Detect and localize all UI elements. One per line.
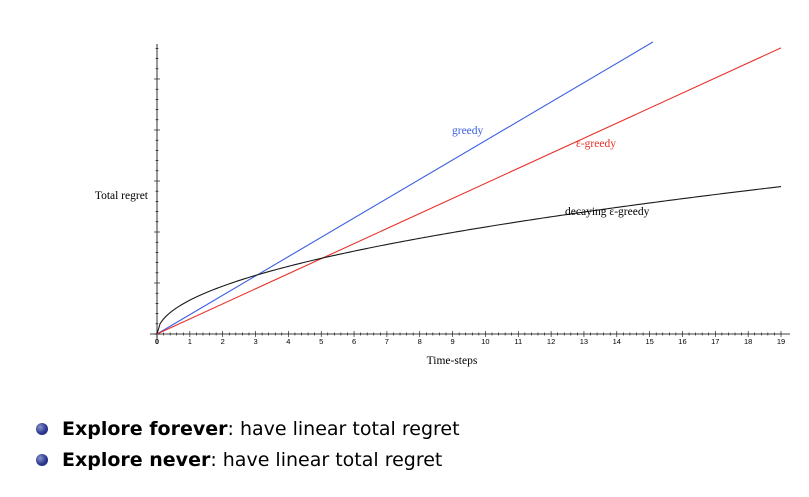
bullet-icon — [36, 454, 48, 466]
x-tick-label: 4 — [286, 337, 290, 346]
series-label-greedy: greedy — [452, 125, 484, 137]
bullet-bold: Explore never — [62, 449, 211, 471]
series-label-decaying-epsilon-greedy: decaying ε-greedy — [565, 206, 650, 218]
x-tick-label: 14 — [613, 337, 621, 346]
x-tick-label: 9 — [450, 337, 454, 346]
bullet-text: : have linear total regret — [210, 449, 443, 471]
chart-axes — [150, 44, 790, 344]
series-line-2 — [156, 185, 782, 335]
x-tick-label: 2 — [221, 337, 225, 346]
bullet-item: Explore never: have linear total regret — [36, 449, 442, 471]
x-tick-label: 12 — [547, 337, 555, 346]
x-tick-label: 3 — [253, 337, 257, 346]
x-tick-label: 16 — [678, 337, 686, 346]
x-tick-label: 18 — [744, 337, 752, 346]
x-tick-label: 13 — [580, 337, 588, 346]
chart-ticks: 0 1 2 3 4 5 6 7 8 9 10 11 12 13 14 15 16 17 18 19 — [154, 48, 785, 346]
x-tick-label: 19 — [777, 337, 785, 346]
x-tick-label: 7 — [385, 337, 389, 346]
series-label-epsilon-greedy: ε-greedy — [576, 138, 616, 150]
bullet-item: Explore forever: have linear total regre… — [36, 418, 460, 440]
bullet-bold: Explore forever — [62, 418, 228, 440]
x-tick-label: 0 — [155, 337, 159, 346]
x-tick-label: 1 — [188, 337, 192, 346]
y-axis-label: Total regret — [95, 190, 149, 202]
x-tick-label: 11 — [514, 337, 522, 346]
x-axis-label: Time-steps — [427, 355, 478, 367]
x-tick-label: 6 — [352, 337, 356, 346]
x-tick-label: 17 — [711, 337, 719, 346]
series-line-0 — [156, 41, 654, 335]
x-tick-label: 10 — [481, 337, 489, 346]
chart-lines — [156, 41, 782, 335]
bullet-icon — [36, 423, 48, 435]
bullet-text: : have linear total regret — [227, 418, 460, 440]
x-tick-label: 5 — [319, 337, 323, 346]
regret-chart: 0 1 2 3 4 5 6 7 8 9 10 11 12 13 14 15 16 17 18 19 Total reg… — [95, 41, 790, 367]
x-tick-label: 8 — [418, 337, 422, 346]
x-tick-label: 15 — [645, 337, 653, 346]
series-line-1 — [156, 47, 782, 335]
